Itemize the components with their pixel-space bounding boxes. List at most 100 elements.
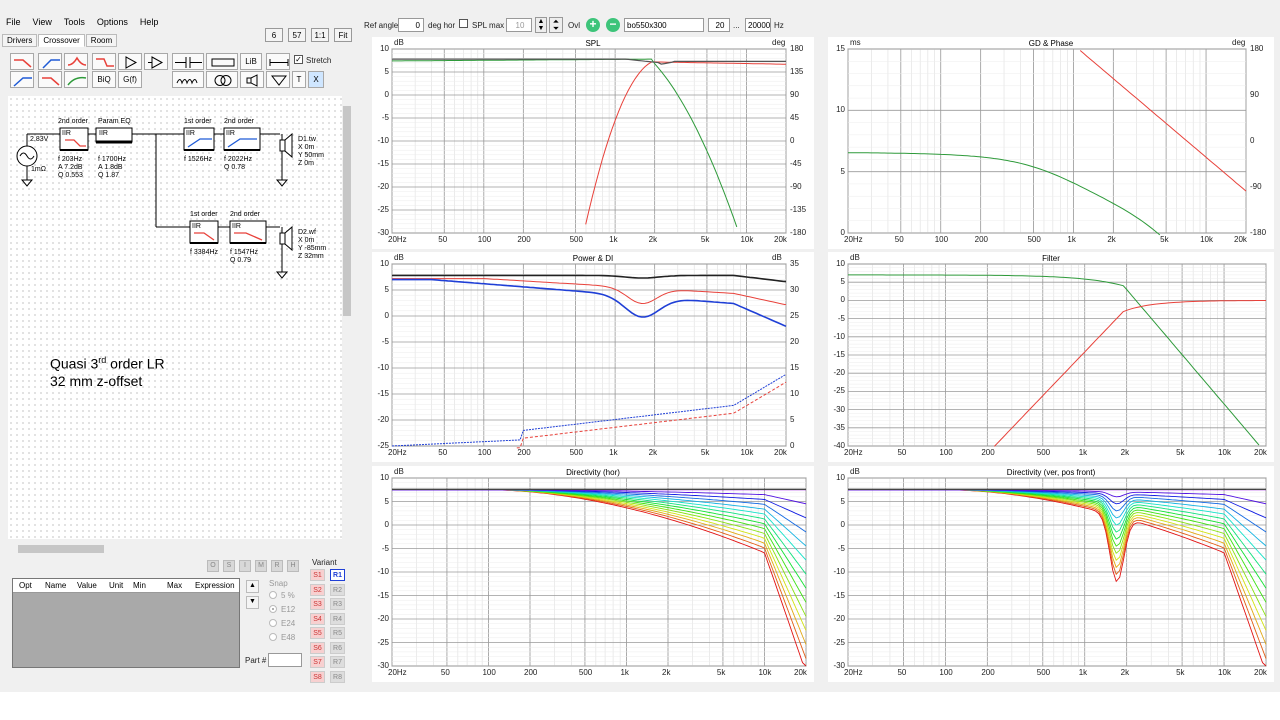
- opt-m-button[interactable]: M: [255, 560, 267, 572]
- highpass2-red-button[interactable]: [38, 71, 62, 88]
- variant-s6-button[interactable]: S6: [310, 641, 325, 654]
- menu-view[interactable]: View: [32, 17, 52, 27]
- zoom-6-button[interactable]: 6: [265, 28, 283, 42]
- variant-s5-button[interactable]: S5: [310, 627, 325, 639]
- delete-button[interactable]: X: [308, 71, 324, 88]
- y-tick: 0: [384, 90, 389, 99]
- resistor-button[interactable]: [206, 53, 238, 70]
- move-down-button[interactable]: ▼: [246, 596, 259, 609]
- x-tick: 1k: [620, 668, 629, 677]
- snap-radio-e24[interactable]: [269, 619, 277, 627]
- schematic-vscroll[interactable]: [342, 96, 352, 539]
- zoom-57-button[interactable]: 57: [288, 28, 306, 42]
- tab-room[interactable]: Room: [85, 34, 118, 47]
- x-tick: 5k: [716, 668, 726, 677]
- transformer-button[interactable]: [206, 71, 238, 88]
- biquad-button[interactable]: BiQ: [92, 71, 116, 88]
- menu-help[interactable]: Help: [139, 17, 159, 27]
- zoom-fit-button[interactable]: Fit: [334, 28, 352, 42]
- y-tick: -5: [837, 543, 845, 553]
- overlay-file-input[interactable]: bo550x300: [624, 18, 704, 32]
- x-tick: 20k: [774, 448, 787, 457]
- lowpass2-blue-button[interactable]: [10, 71, 34, 88]
- variant-r7-button[interactable]: R7: [330, 656, 345, 668]
- zoom-1to1-button[interactable]: 1:1: [311, 28, 329, 42]
- overlay-add-icon[interactable]: +: [586, 18, 600, 32]
- speaker-button[interactable]: [240, 71, 264, 88]
- x-tick: 500: [1027, 235, 1041, 244]
- overlay-remove-icon[interactable]: −: [606, 18, 620, 32]
- tab-drivers[interactable]: Drivers: [2, 34, 38, 47]
- block1-title: 2nd order: [58, 118, 88, 125]
- variant-s7-button[interactable]: S7: [310, 656, 325, 668]
- note-line1: Quasi 3: [50, 355, 99, 372]
- y-right-tick: 0: [790, 441, 795, 450]
- shelf-red-button[interactable]: [92, 53, 116, 70]
- panel-dirh[interactable]: Directivity (hor) dB 10 5 0 -5 -10 -15 -20 -25 -30…: [372, 466, 814, 682]
- delay-button[interactable]: [266, 53, 290, 70]
- opt-r-button[interactable]: R: [271, 560, 283, 572]
- variant-s1-button[interactable]: S1: [310, 569, 325, 581]
- range-arrows-icon[interactable]: ⏶ ⏷: [549, 17, 563, 33]
- opt-o-button[interactable]: O: [207, 560, 219, 572]
- variant-r2-button[interactable]: R2: [330, 583, 345, 596]
- tab-crossover[interactable]: Crossover: [38, 34, 85, 47]
- parameter-table[interactable]: Opt Name Value Unit Min Max Expression: [12, 578, 240, 668]
- variant-s3-button[interactable]: S3: [310, 598, 325, 610]
- y-tick: -20: [377, 614, 389, 623]
- spl-max-checkbox[interactable]: [459, 19, 468, 28]
- ground-button[interactable]: [266, 71, 290, 88]
- bandpass-green-button[interactable]: [64, 71, 88, 88]
- menu-options[interactable]: Options: [96, 17, 128, 27]
- x-tick: 1k: [609, 235, 618, 244]
- variant-r4-button[interactable]: R4: [330, 612, 345, 625]
- curve: [585, 61, 786, 225]
- variant-s8-button[interactable]: S8: [310, 670, 325, 683]
- variant-r3-button[interactable]: R3: [330, 598, 345, 610]
- spl-max-spinner[interactable]: ▲ ▼: [535, 17, 547, 33]
- menu-tools[interactable]: Tools: [63, 17, 85, 27]
- text-tool-button[interactable]: T: [292, 71, 306, 88]
- stretch-checkbox[interactable]: ✓: [294, 55, 303, 64]
- source-impedance: 1mΩ: [31, 166, 46, 173]
- variant-r8-button[interactable]: R8: [330, 670, 345, 683]
- crossover-schematic[interactable]: 2.83V 1mΩ 2nd order IIR f 203Hz A 7.2dB …: [8, 96, 342, 539]
- panel-gd[interactable]: GD & Phase ms deg 15 10 5 0 180 90 0 -90 -180 20Hz 50…: [828, 37, 1274, 249]
- variant-r1-button[interactable]: R1: [330, 569, 345, 581]
- move-up-button[interactable]: ▲: [246, 580, 259, 593]
- menu-file[interactable]: File: [6, 17, 21, 27]
- freq-high-input[interactable]: 20000: [745, 18, 771, 32]
- variant-s2-button[interactable]: S2: [310, 583, 325, 596]
- opt-s-button[interactable]: S: [223, 560, 235, 572]
- amplifier-button[interactable]: [118, 53, 142, 70]
- variant-r6-button[interactable]: R6: [330, 641, 345, 654]
- inductor-button[interactable]: [172, 71, 204, 88]
- panel-spl[interactable]: SPL dB deg 10 5 0 -5 -10 -15 -20 -25 -30 180 135 90 45 0…: [372, 37, 814, 249]
- capacitor-button[interactable]: [172, 53, 204, 70]
- panel-filter[interactable]: Filter dB 10 5 0 -5 -10 -15 -20 -25 -30 -35 -40 20Hz 5…: [828, 252, 1274, 462]
- ref-angle-label: Ref angle: [364, 21, 399, 30]
- opt-h-button[interactable]: H: [287, 560, 299, 572]
- lowpass-red-button[interactable]: [10, 53, 34, 70]
- panel-pdi[interactable]: Power & DI dB dB 10 5 0 -5 -10 -15 -20 -25 35 30 25 20…: [372, 252, 814, 462]
- snap-radio-e48[interactable]: [269, 633, 277, 641]
- scroll-thumb[interactable]: [343, 106, 351, 316]
- variant-s4-button[interactable]: S4: [310, 612, 325, 625]
- snap-radio-5pct[interactable]: [269, 591, 277, 599]
- highpass-blue-button[interactable]: [38, 53, 62, 70]
- library-button[interactable]: LiB: [240, 53, 262, 70]
- peak-red-button[interactable]: [64, 53, 88, 70]
- schematic-hscroll[interactable]: [8, 544, 342, 554]
- spl-max-input[interactable]: 10: [506, 18, 532, 32]
- freq-low-input[interactable]: 20: [708, 18, 730, 32]
- panel-dirv[interactable]: Directivity (ver, pos front) dB 10 5 0 -5 -10-…: [828, 466, 1274, 682]
- part-number-input[interactable]: [268, 653, 302, 667]
- snap-radio-e12[interactable]: [269, 605, 277, 613]
- scroll-thumb[interactable]: [18, 545, 104, 553]
- y-right-tick: 45: [790, 113, 799, 122]
- buffer-button[interactable]: [144, 53, 168, 70]
- ref-angle-input[interactable]: 0: [398, 18, 424, 32]
- transfer-function-button[interactable]: G(f): [118, 71, 142, 88]
- variant-r5-button[interactable]: R5: [330, 627, 345, 639]
- opt-i-button[interactable]: I: [239, 560, 251, 572]
